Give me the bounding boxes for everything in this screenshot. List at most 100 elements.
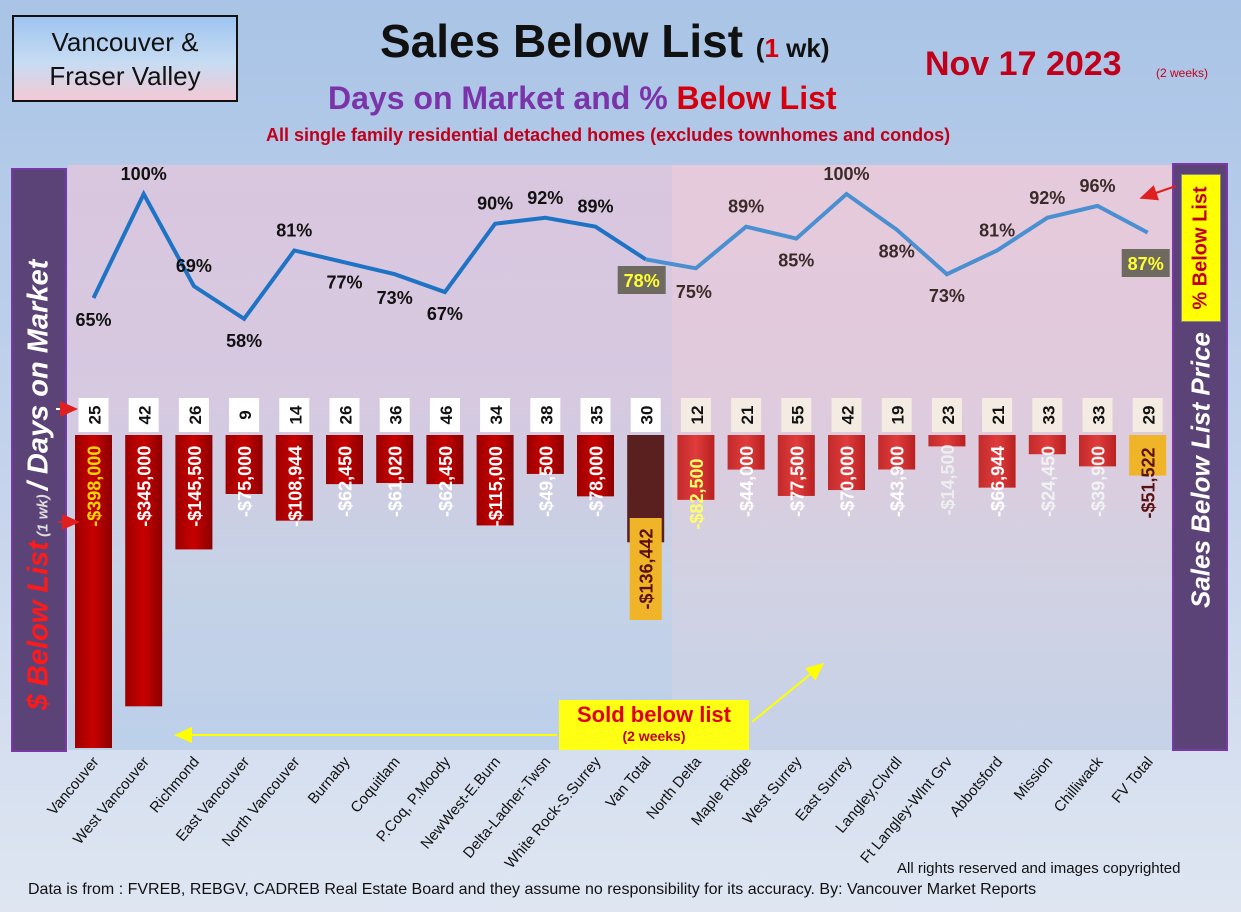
title-paren-close: wk): [778, 33, 830, 63]
bar-value-label-11: -$136,442: [637, 528, 657, 609]
days-box-11: [630, 398, 661, 432]
bar-value-label-1: -$345,000: [135, 446, 155, 527]
days-on-market-11: 30: [638, 406, 657, 425]
days-on-market-21: 29: [1140, 406, 1159, 425]
bar-9: [526, 435, 564, 474]
bar-value-label-6: -$61,020: [386, 446, 406, 517]
region-box: Vancouver & Fraser Valley: [12, 15, 238, 102]
days-on-market-8: 34: [487, 405, 506, 424]
pct-label-13: 89%: [728, 197, 764, 217]
days-on-market-2: 26: [186, 406, 205, 425]
days-box-18: [982, 398, 1013, 432]
days-on-market-12: 12: [688, 406, 707, 425]
bar-value-label-21: -$51,522: [1139, 447, 1159, 518]
days-on-market-20: 33: [1090, 406, 1109, 425]
bar-15: [828, 435, 865, 491]
bar-value-label-19: -$24,450: [1038, 446, 1058, 517]
sold-below-list-sublabel: (2 weeks): [622, 728, 686, 744]
pct-label-4: 81%: [276, 220, 312, 240]
days-on-market-18: 21: [989, 406, 1008, 425]
days-box-10: [580, 398, 611, 432]
report-date: Nov 17 2023: [925, 45, 1122, 83]
days-box-19: [1032, 398, 1063, 432]
days-on-market-5: 26: [337, 406, 356, 425]
bar-20: [1079, 435, 1116, 467]
bar-value-label-2: -$145,500: [185, 446, 205, 527]
days-on-market-14: 55: [788, 406, 807, 425]
bar-value-label-10: -$78,000: [587, 446, 607, 517]
sold-below-list-label: Sold below list: [576, 702, 731, 727]
bar-8: [476, 435, 514, 526]
days-box-0: [78, 398, 109, 432]
bar-17: [928, 435, 966, 447]
category-label-21: FV Total: [1109, 754, 1157, 807]
pct-label-8: 90%: [477, 194, 513, 214]
bar-value-label-5: -$62,450: [336, 446, 356, 517]
pct-line-van: [91, 189, 647, 322]
days-on-market-4: 14: [286, 405, 305, 424]
bar-21: [1129, 435, 1167, 476]
bar-3: [225, 435, 263, 494]
category-label-17: Ft Langley-Wlnt Grv: [857, 753, 956, 866]
category-label-11: Van Total: [602, 754, 654, 812]
days-on-market-1: 42: [136, 406, 155, 425]
pct-label-21: 87%: [1128, 254, 1164, 274]
pct-label-bg-11: [617, 266, 666, 294]
subtitle-part1: Days on Market and %: [328, 80, 677, 116]
bar-13: [727, 435, 765, 470]
pct-label-3: 58%: [226, 331, 262, 351]
category-label-18: Abbotsford: [947, 754, 1007, 821]
pct-label-1: 100%: [121, 164, 167, 184]
bar-value-label-0: -$398,000: [85, 446, 105, 527]
days-box-5: [329, 398, 360, 432]
bar-6: [376, 435, 414, 483]
sold-below-list-callout: Sold below list (2 weeks): [559, 700, 749, 750]
pct-label-15: 100%: [823, 164, 869, 184]
days-box-20: [1082, 398, 1113, 432]
days-box-17: [931, 398, 962, 432]
bar-12: [677, 435, 715, 500]
pct-label-5: 77%: [326, 272, 362, 292]
days-box-14: [781, 398, 812, 432]
days-on-market-10: 35: [588, 406, 607, 425]
pct-label-19: 92%: [1029, 188, 1065, 208]
pct-label-20: 96%: [1079, 176, 1115, 196]
pct-label-18: 81%: [979, 220, 1015, 240]
pct-label-0: 65%: [75, 310, 111, 330]
bar-19: [1028, 435, 1066, 455]
title-paren-num: 1: [764, 33, 779, 63]
chart-subtitle: Days on Market and % Below List: [328, 80, 837, 117]
pct-below-list-badge: % Below List: [1181, 174, 1221, 322]
days-box-12: [680, 398, 711, 432]
left-axis-panel: [11, 168, 67, 752]
days-box-13: [731, 398, 762, 432]
bar-value-label-9: -$49,500: [536, 446, 556, 517]
bar-value-label-17: -$14,500: [938, 444, 958, 515]
pct-label-17: 73%: [929, 286, 965, 306]
arrow-pct-badge: [1139, 185, 1177, 201]
category-label-19: Mission: [1011, 754, 1057, 804]
days-on-market-7: 46: [437, 406, 456, 425]
bar-value-label-3: -$75,000: [235, 446, 255, 517]
arrow-sold-right: [751, 662, 825, 723]
bar-label-bg-11: [629, 518, 662, 620]
pct-label-12: 75%: [676, 282, 712, 302]
bar-16: [878, 435, 916, 470]
category-label-10: White Rock-S.Surrey: [502, 753, 605, 872]
days-box-2: [178, 398, 209, 432]
pct-label-10: 89%: [577, 197, 613, 217]
bar-1: [125, 435, 163, 707]
bar-value-label-20: -$39,900: [1089, 446, 1109, 517]
chart-note: All single family residential detached h…: [266, 125, 951, 145]
bar-value-label-18: -$66,944: [988, 446, 1008, 517]
bar-18: [978, 435, 1016, 488]
footer-source: Data is from : FVREB, REBGV, CADREB Real…: [28, 881, 1037, 898]
pct-label-11: 78%: [624, 271, 660, 291]
bar-value-label-13: -$44,000: [737, 446, 757, 517]
category-label-20: Chilliwack: [1051, 753, 1107, 815]
chart-title: Sales Below List (1 wk): [380, 14, 830, 68]
pct-label-16: 88%: [879, 242, 915, 262]
days-box-21: [1132, 398, 1163, 432]
days-on-market-16: 19: [889, 406, 908, 425]
